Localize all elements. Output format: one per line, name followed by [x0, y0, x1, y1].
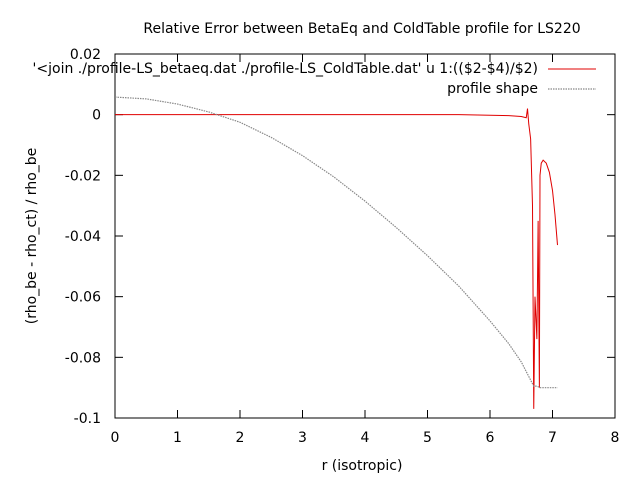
x-tick-label: 4	[361, 430, 370, 446]
x-tick-label: 8	[611, 430, 620, 446]
series-layer	[114, 96, 558, 409]
y-tick-labels: 0.02 0 -0.02 -0.04 -0.06 -0.08 -0.1	[65, 47, 101, 427]
x-tick-label: 1	[173, 430, 182, 446]
x-tick-label: 2	[236, 430, 245, 446]
y-tick-label: 0	[92, 108, 101, 124]
series-line-2	[114, 96, 558, 389]
y-tick-label: -0.04	[65, 229, 101, 245]
y-tick-label: -0.08	[65, 350, 101, 366]
y-axis-label: (rho_be - rho_ct) / rho_be	[24, 148, 40, 325]
x-tick-labels: 0 1 2 3 4 5 6 7 8	[111, 430, 620, 446]
legend-label-series-2: profile shape	[447, 81, 538, 97]
x-tick-label: 5	[423, 430, 432, 446]
x-tick-label: 3	[298, 430, 307, 446]
series-line-1	[115, 108, 558, 409]
y-tick-marks	[115, 53, 615, 419]
legend-label-series-1: '<join ./profile-LS_betaeq.dat ./profile…	[33, 61, 538, 77]
y-tick-label: -0.02	[65, 168, 101, 184]
y-tick-label: 0.02	[70, 47, 101, 63]
x-axis-label: r (isotropic)	[322, 458, 403, 474]
chart-title: Relative Error between BetaEq and ColdTa…	[143, 21, 580, 37]
legend: '<join ./profile-LS_betaeq.dat ./profile…	[33, 61, 596, 97]
y-tick-label: -0.1	[74, 411, 101, 427]
x-tick-label: 0	[111, 430, 120, 446]
x-tick-label: 6	[486, 430, 495, 446]
x-tick-label: 7	[548, 430, 557, 446]
y-tick-label: -0.06	[65, 290, 101, 306]
x-tick-marks	[114, 54, 616, 418]
